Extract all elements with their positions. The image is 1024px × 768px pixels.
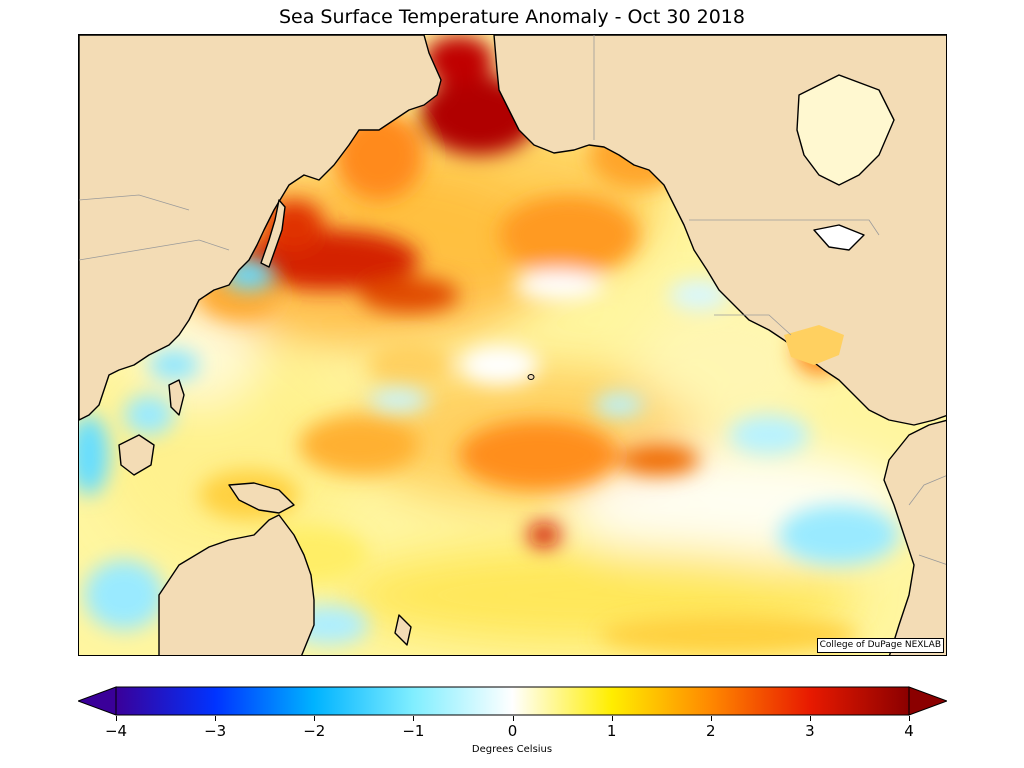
colorbar-tick-mark bbox=[413, 716, 415, 721]
colorbar-title: Degrees Celsius bbox=[471, 744, 553, 755]
anomaly-map-svg bbox=[79, 35, 946, 655]
colorbar-tick-mark bbox=[611, 716, 613, 721]
colorbar-tick-label: 0 bbox=[507, 722, 518, 740]
colorbar-tick-mark bbox=[314, 716, 316, 721]
colorbar-tick-label: 4 bbox=[904, 722, 914, 740]
land-australia bbox=[158, 514, 315, 655]
colorbar-tick-label: −2 bbox=[303, 722, 326, 740]
colorbar-tick-label: −1 bbox=[402, 722, 425, 740]
land-gulf-of-mexico-cut bbox=[784, 325, 844, 365]
border-us-mexico bbox=[714, 314, 792, 336]
land-new-guinea bbox=[228, 482, 295, 514]
colorbar-tick-label: 3 bbox=[805, 722, 815, 740]
border-china-mongolia bbox=[79, 194, 190, 211]
colorbar-tick-mark bbox=[116, 716, 117, 721]
land-japan bbox=[260, 199, 286, 268]
anomaly-map: College of DuPage NEXLAB bbox=[78, 34, 947, 656]
land-great-lakes-cut bbox=[813, 224, 865, 251]
colorbar-tick-label: −4 bbox=[104, 722, 128, 740]
colorbar-tick-mark bbox=[215, 716, 217, 721]
land-borneo bbox=[118, 434, 155, 476]
colorbar-tick-mark bbox=[909, 716, 910, 721]
colorbar-tick-mark bbox=[512, 716, 514, 721]
land-masses bbox=[79, 35, 946, 655]
border-china-russia bbox=[79, 239, 230, 261]
border-sa-internal bbox=[908, 475, 946, 565]
colorbar-gradient bbox=[115, 686, 910, 716]
border-us-canada bbox=[689, 219, 880, 236]
land-asia bbox=[79, 35, 442, 421]
land-hawaii bbox=[527, 374, 535, 380]
land-new-zealand bbox=[394, 614, 412, 646]
land-south-america bbox=[883, 419, 946, 655]
colorbar-tick-label: 1 bbox=[606, 722, 617, 740]
colorbar bbox=[78, 686, 947, 716]
land-philippines bbox=[168, 379, 185, 416]
political-borders bbox=[79, 35, 946, 565]
colorbar-tick-mark bbox=[809, 716, 811, 721]
colorbar-tick-mark bbox=[710, 716, 712, 721]
credit-label: College of DuPage NEXLAB bbox=[816, 638, 944, 653]
land-hudson-bay-cut bbox=[796, 74, 895, 186]
colorbar-tick-label: 2 bbox=[705, 722, 716, 740]
colorbar-tick-label: −3 bbox=[204, 722, 227, 740]
colorbar-extend-high bbox=[908, 686, 947, 716]
map-title: Sea Surface Temperature Anomaly - Oct 30… bbox=[279, 6, 745, 28]
colorbar-extend-low bbox=[78, 686, 117, 716]
